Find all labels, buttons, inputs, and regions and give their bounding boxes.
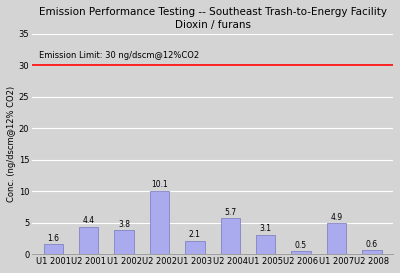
Text: 0.6: 0.6 xyxy=(366,240,378,249)
Bar xyxy=(150,191,169,254)
Bar xyxy=(44,244,63,254)
Text: 4.9: 4.9 xyxy=(330,213,342,222)
Y-axis label: Conc. (ng/dscm@12% CO2): Conc. (ng/dscm@12% CO2) xyxy=(7,86,16,202)
Bar xyxy=(327,223,346,254)
Bar xyxy=(114,230,134,254)
Text: 10.1: 10.1 xyxy=(151,180,168,189)
Bar xyxy=(291,251,311,254)
Text: 3.1: 3.1 xyxy=(260,224,272,233)
Text: Emission Limit: 30 ng/dscm@12%CO2: Emission Limit: 30 ng/dscm@12%CO2 xyxy=(39,51,200,60)
Bar xyxy=(362,251,382,254)
Bar xyxy=(79,227,98,254)
Text: 0.5: 0.5 xyxy=(295,241,307,250)
Bar xyxy=(256,235,275,254)
Bar xyxy=(185,241,205,254)
Text: 3.8: 3.8 xyxy=(118,220,130,229)
Text: 1.6: 1.6 xyxy=(47,234,59,243)
Text: 2.1: 2.1 xyxy=(189,230,201,239)
Text: 4.4: 4.4 xyxy=(83,216,95,225)
Bar xyxy=(220,218,240,254)
Title: Emission Performance Testing -- Southeast Trash-to-Energy Facility
Dioxin / fura: Emission Performance Testing -- Southeas… xyxy=(38,7,386,30)
Text: 5.7: 5.7 xyxy=(224,208,236,217)
